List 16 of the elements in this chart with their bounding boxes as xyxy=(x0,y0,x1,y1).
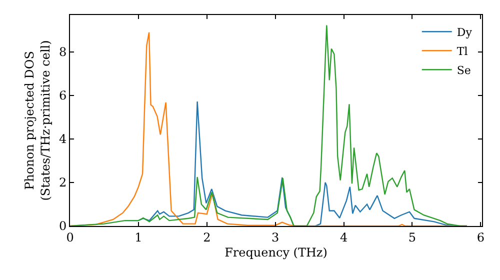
x-tick-label: 5 xyxy=(408,230,416,244)
x-tick-label: 6 xyxy=(476,230,484,244)
legend-label: Tl xyxy=(456,44,468,58)
y-tick-label: 2 xyxy=(58,176,67,190)
x-tick-label: 3 xyxy=(272,230,280,244)
legend-label: Dy xyxy=(456,26,473,39)
x-tick-label: 1 xyxy=(134,230,142,244)
y-axis-title: Phonon projected DOS (States/THz·primitive cell) xyxy=(22,40,52,201)
y-tick-label: 0 xyxy=(58,219,67,234)
y-tick-label: 4 xyxy=(58,132,67,146)
x-axis-title: Frequency (THz) xyxy=(224,245,328,260)
legend-label: Se xyxy=(456,64,471,77)
x-tick-label: 2 xyxy=(203,230,211,244)
y-tick-label: 6 xyxy=(58,88,67,103)
x-tick-label: 4 xyxy=(340,230,348,244)
y-tick-label: 8 xyxy=(58,45,67,60)
